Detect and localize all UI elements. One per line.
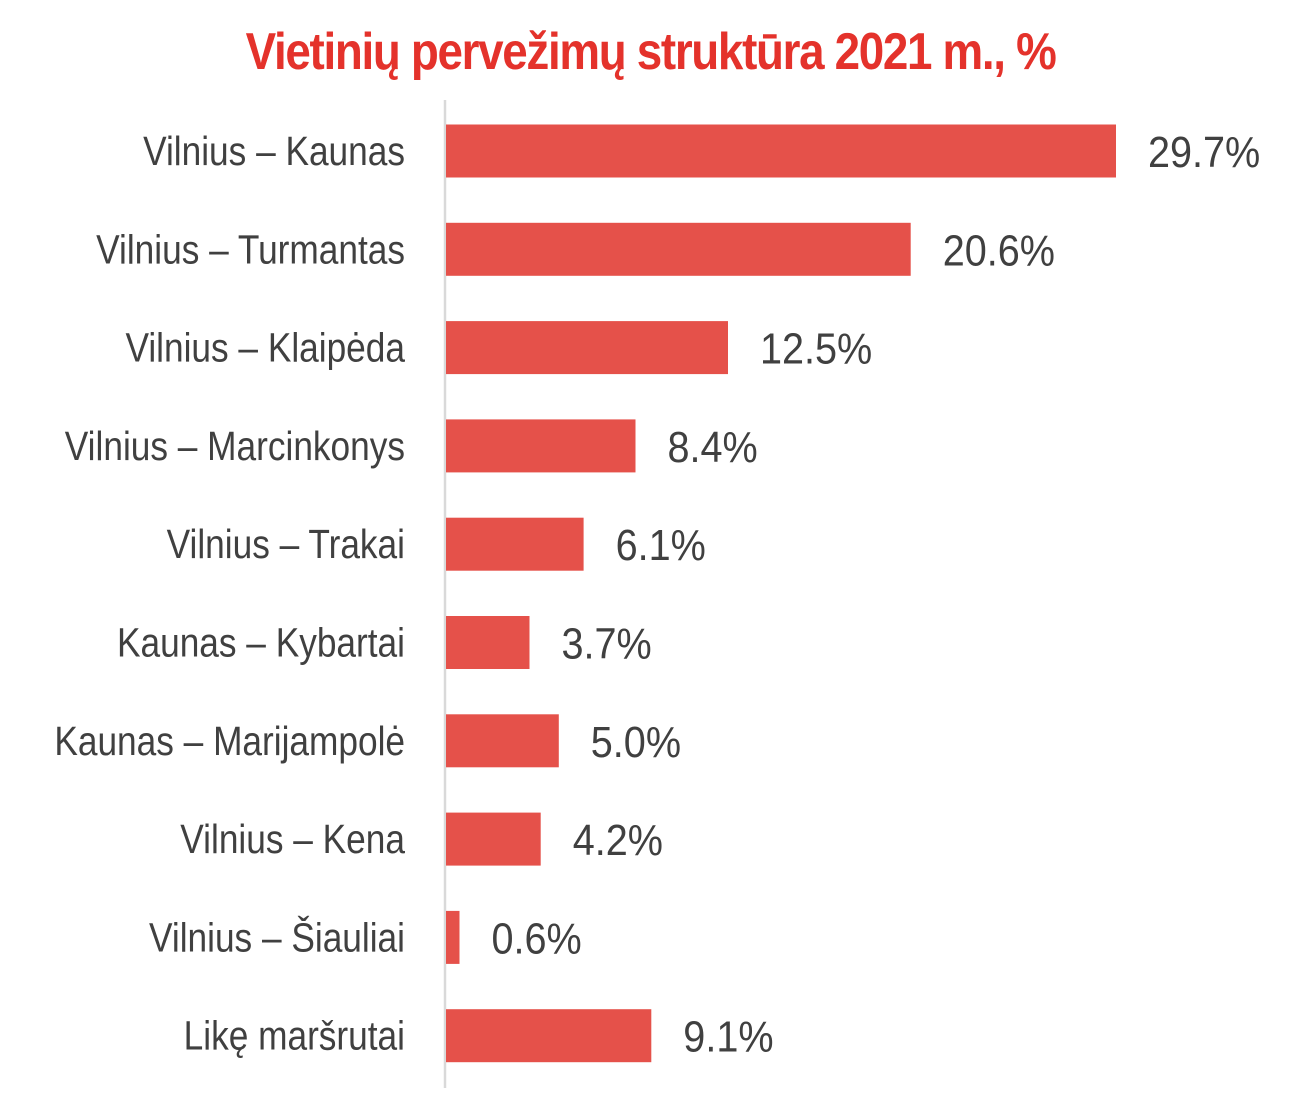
bar — [446, 321, 728, 375]
chart-title: Vietinių pervežimų struktūra 2021 m., % — [245, 23, 1057, 81]
value-label: 12.5% — [760, 324, 872, 373]
category-label: Vilnius – Trakai — [167, 522, 405, 568]
value-label: 3.7% — [562, 619, 652, 668]
value-label: 29.7% — [1148, 127, 1260, 176]
value-labels: 29.7% 20.6% 12.5%8.4% 6.1% 3.7% 5.0% 4.2% 0.6% 9… — [492, 127, 1261, 1061]
bar — [446, 616, 530, 669]
value-label: 4.2% — [573, 815, 663, 864]
value-label: 9.1% — [683, 1012, 773, 1061]
category-label: Vilnius – Kena — [180, 817, 405, 863]
category-labels: Vilnius – Kaunas Vilnius – Turmantas Vilni… — [54, 129, 405, 1060]
category-label: Kaunas – Kybartai — [117, 620, 405, 666]
bar — [446, 714, 559, 768]
value-label: 5.0% — [591, 717, 681, 766]
value-label: 8.4% — [668, 422, 758, 471]
bar — [446, 812, 541, 866]
value-label: 6.1% — [616, 520, 706, 569]
bars — [446, 124, 1116, 1063]
category-label: Vilnius – Turmantas — [96, 227, 405, 273]
category-label: Kaunas – Marijampolė — [54, 718, 405, 764]
bar — [446, 124, 1116, 178]
bar — [446, 1009, 652, 1063]
category-label: Vilnius – Marcinkonys — [65, 423, 405, 469]
bar — [446, 517, 584, 571]
value-label: 0.6% — [492, 913, 582, 962]
category-label: Likę maršrutai — [184, 1013, 405, 1059]
bar — [446, 910, 460, 964]
bar — [446, 419, 636, 473]
bar — [446, 222, 911, 276]
value-label: 20.6% — [943, 225, 1055, 274]
category-label: Vilnius – Šiauliai — [149, 914, 405, 961]
category-label: Vilnius – Kaunas — [143, 129, 405, 175]
category-label: Vilnius – Klaipėda — [125, 325, 405, 371]
